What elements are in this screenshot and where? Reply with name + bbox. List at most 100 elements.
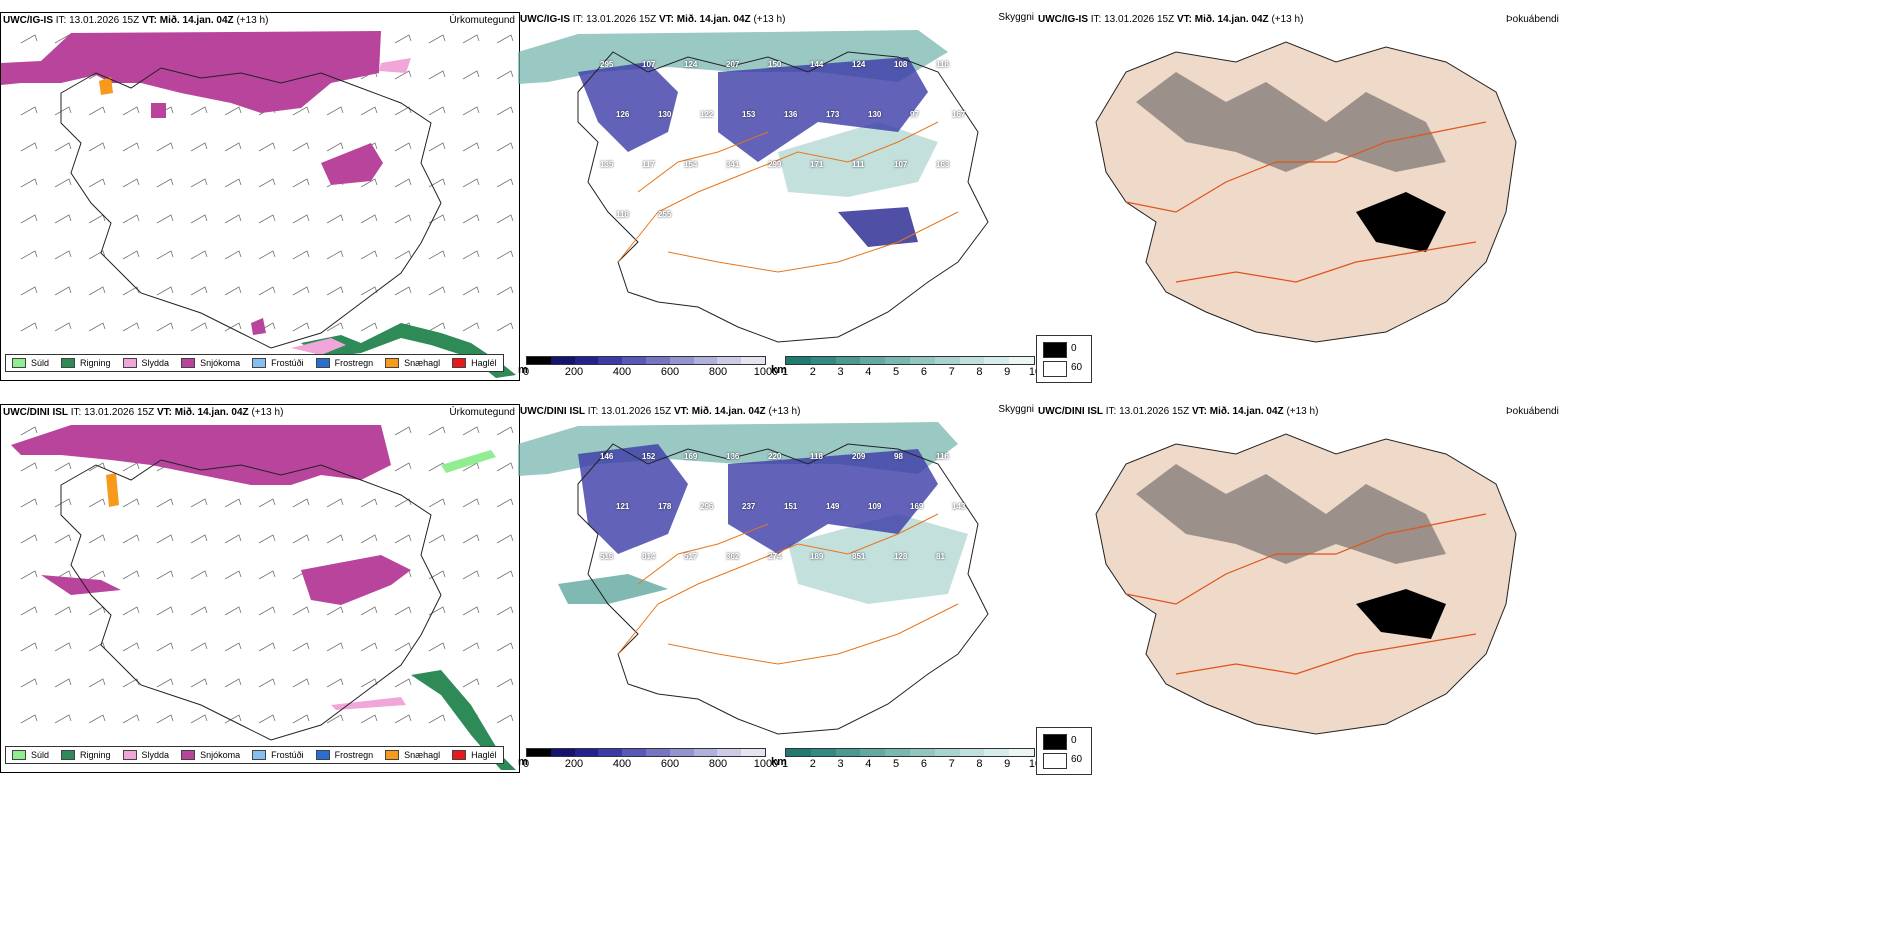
cloud-base-value-label: 341 — [726, 160, 740, 169]
cloud-base-value-label: 97 — [910, 110, 919, 119]
wind-barb — [88, 214, 106, 224]
fog-field — [1136, 464, 1446, 564]
colorbar-cell — [669, 749, 694, 756]
colorbar-tick-label: 0 — [522, 366, 530, 378]
cloud-base-value-label: 207 — [726, 60, 740, 69]
cloud-base-value-label: 121 — [616, 502, 630, 511]
colorbar-cell — [984, 357, 1010, 364]
cloud-base-value-label: 851 — [852, 552, 866, 561]
wind-barb — [88, 462, 106, 472]
panel-header: UWC/DINI ISL IT: 13.01.2026 15Z VT: Mið.… — [3, 407, 284, 418]
visibility-map-row1 — [518, 30, 989, 343]
wind-barb — [20, 286, 38, 296]
colorbar-tick-label: 200 — [564, 366, 584, 378]
colorbar-tick-label: 1000 — [753, 758, 779, 770]
wind-barb — [462, 322, 480, 332]
wind-barb — [190, 642, 208, 652]
wind-barb — [394, 642, 412, 652]
wind-barb — [360, 714, 378, 724]
legend-swatch — [61, 358, 76, 368]
wind-barb — [224, 142, 242, 152]
wind-barb — [190, 250, 208, 260]
wind-barb — [190, 606, 208, 616]
cloud-base-field — [728, 449, 938, 554]
wind-barb — [122, 498, 140, 508]
legend-swatch — [452, 750, 467, 760]
colorbar-cell — [669, 357, 694, 364]
cloud-base-unit: m — [518, 364, 528, 376]
visibility-unit: km — [771, 364, 787, 376]
cloud-base-value-label: 220 — [768, 452, 782, 461]
wind-barb — [496, 714, 514, 724]
cloud-base-value-label: 517 — [684, 552, 698, 561]
wind-barb — [20, 34, 38, 44]
panel-header: UWC/IG-IS IT: 13.01.2026 15Z VT: Mið. 14… — [3, 15, 269, 26]
colorbar-cell — [645, 357, 670, 364]
wind-barb — [88, 106, 106, 116]
cloud-base-value-label: 255 — [658, 210, 672, 219]
legend-swatch — [452, 358, 467, 368]
wind-barb — [394, 286, 412, 296]
wind-barb — [292, 714, 310, 724]
cloud-base-value-label: 124 — [684, 60, 698, 69]
precip-legend: Súld Rigning Slydda Snjókoma Frostúði Fr… — [5, 354, 504, 372]
wind-barb — [122, 714, 140, 724]
fog-swatch-white — [1043, 361, 1067, 377]
road-network — [1125, 121, 1487, 283]
legend-swatch — [61, 750, 76, 760]
cloud-base-value-label: 299 — [768, 160, 782, 169]
precip-legend: Súld Rigning Slydda Snjókoma Frostúði Fr… — [5, 746, 504, 764]
wind-barb — [88, 498, 106, 508]
wind-barb — [462, 426, 480, 436]
colorbar-cell — [909, 749, 935, 756]
iceland-coastline — [60, 67, 442, 349]
panel-header: UWC/DINI ISL IT: 13.01.2026 15Z VT: Mið.… — [1038, 406, 1319, 417]
wind-barb — [258, 678, 276, 688]
colorbar-tick-label: 6 — [920, 758, 927, 770]
wind-barb — [428, 498, 446, 508]
fog-field — [1356, 589, 1446, 639]
iceland-coastline — [577, 51, 989, 343]
wind-barb — [88, 606, 106, 616]
fog-legend: 0 60 — [1036, 335, 1092, 383]
wind-barb — [258, 534, 276, 544]
visibility-unit: km — [771, 756, 787, 768]
wind-barb — [156, 642, 174, 652]
colorbar-cells — [785, 748, 1035, 757]
wind-barb — [156, 714, 174, 724]
wind-barb — [394, 678, 412, 688]
wind-barb — [190, 498, 208, 508]
colorbar-cell — [786, 357, 811, 364]
wind-barb — [462, 678, 480, 688]
precip-type-map-row1 — [1, 31, 516, 378]
wind-barb — [122, 570, 140, 580]
wind-barb — [20, 250, 38, 260]
wind-barb — [428, 322, 446, 332]
snow-area — [151, 103, 166, 118]
wind-barb — [496, 34, 514, 44]
wind-barb — [326, 606, 344, 616]
cloud-base-value-label: 124 — [852, 60, 866, 69]
colorbar-cell — [934, 357, 960, 364]
wind-barb — [326, 286, 344, 296]
wind-barb — [54, 286, 72, 296]
colorbar-cell — [693, 749, 718, 756]
wind-barb — [462, 250, 480, 260]
wind-barb — [292, 498, 310, 508]
wind-barb — [292, 322, 310, 332]
legend-swatch — [12, 750, 26, 760]
wind-barb — [122, 178, 140, 188]
colorbar-cell — [550, 357, 575, 364]
wind-barb — [54, 570, 72, 580]
wind-barb — [258, 250, 276, 260]
colorbar-cells — [526, 748, 766, 757]
wind-barb — [190, 678, 208, 688]
cloud-base-value-label: 109 — [868, 502, 882, 511]
cloud-base-field — [578, 62, 678, 152]
wind-barb — [496, 642, 514, 652]
wind-barb — [20, 214, 38, 224]
wind-barb — [360, 106, 378, 116]
legend-item: Snjókoma — [181, 358, 240, 368]
legend-item: Haglél — [452, 750, 497, 760]
cloud-base-value-label: 237 — [742, 502, 756, 511]
